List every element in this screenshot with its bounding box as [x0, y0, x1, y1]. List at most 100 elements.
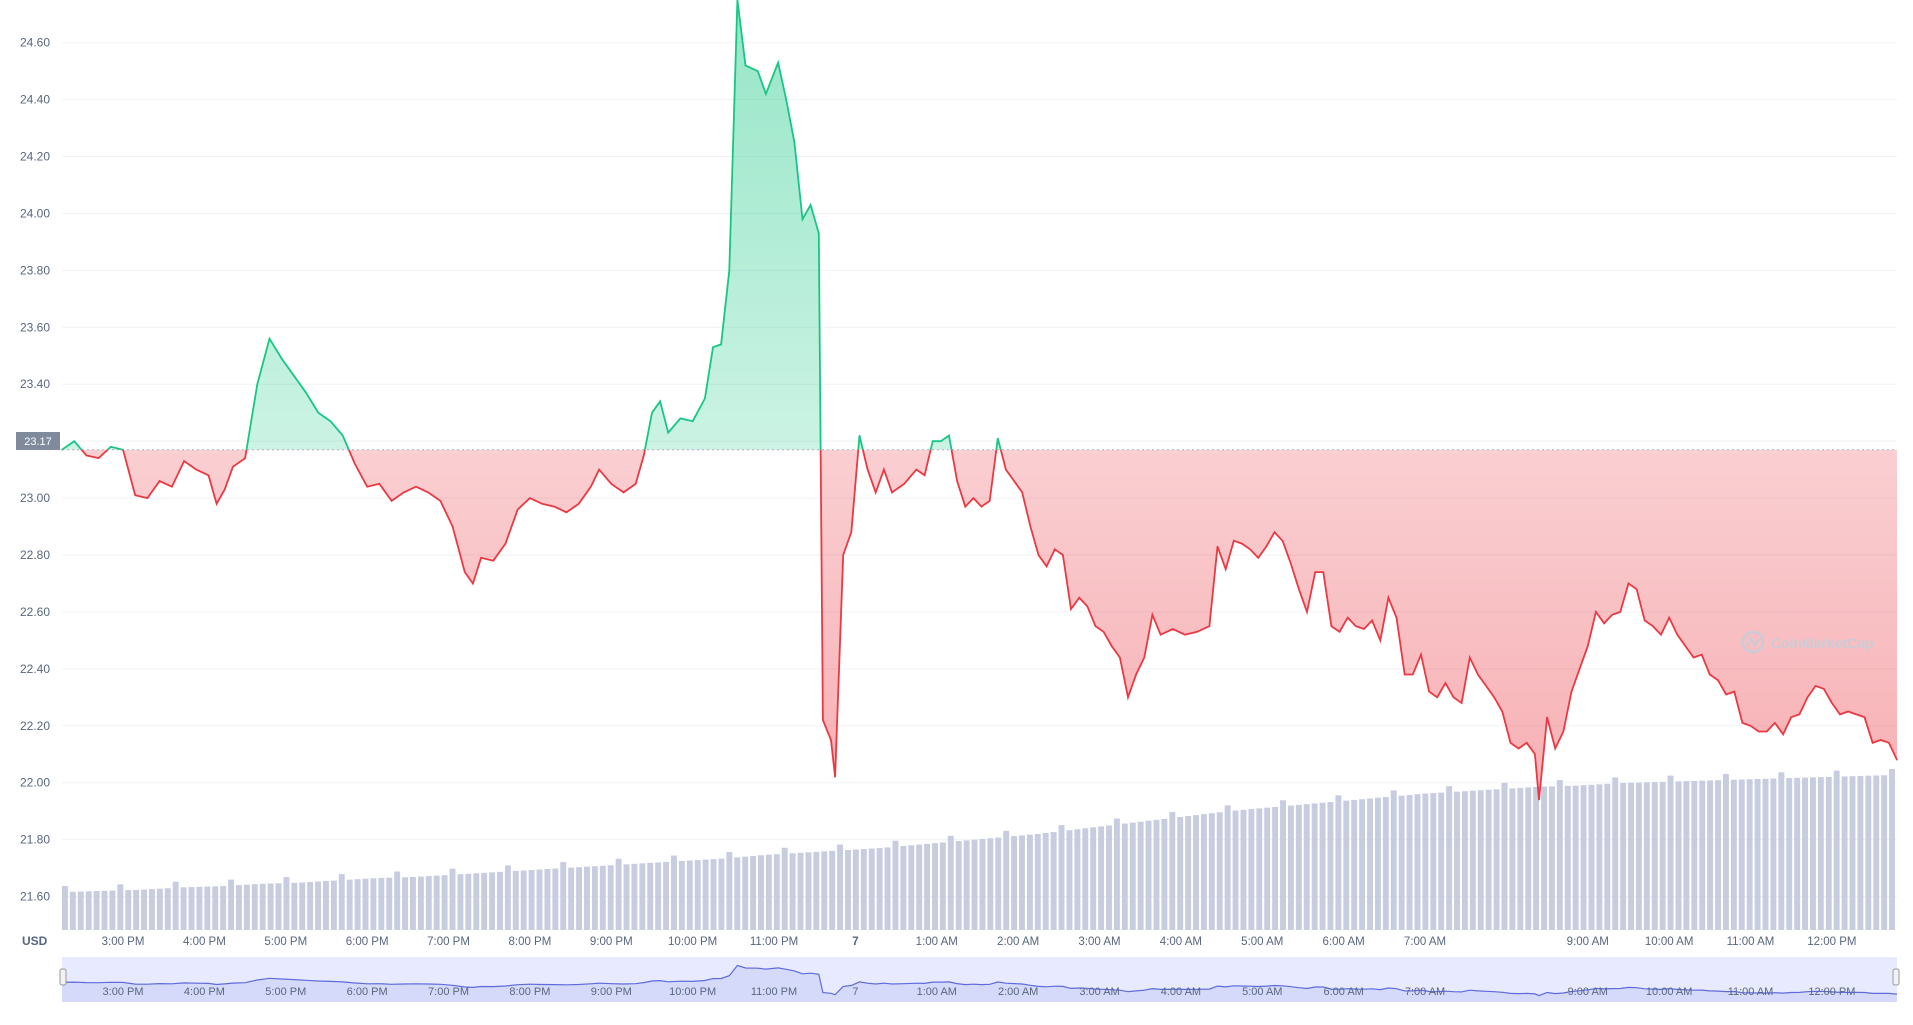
price-point — [1461, 702, 1463, 704]
price-point — [1554, 747, 1556, 750]
x-axis: 3:00 PM 4:00 PM 5:00 PM 6:00 PM 7:00 PM 8:00 … — [102, 936, 1857, 948]
x-tick-label: 2:00 AM — [997, 936, 1039, 948]
volume-bar — [1802, 777, 1808, 930]
price-point — [146, 497, 149, 499]
volume-bar — [69, 891, 76, 930]
coinmarketcap-logo-mark-icon — [1746, 635, 1760, 649]
watermark-text: CoinMarketCap — [1771, 635, 1874, 651]
price-point — [1477, 673, 1479, 676]
volume-bar — [1264, 807, 1271, 930]
x-tick-label: 6:00 AM — [1323, 936, 1365, 948]
price-point — [1420, 654, 1422, 656]
navigator-tick-label: 3:00 AM — [1079, 986, 1119, 998]
navigator-line — [61, 964, 1898, 997]
price-point — [1855, 713, 1857, 715]
volume-bar — [504, 865, 511, 930]
volume-bar — [773, 854, 780, 930]
x-tick-label: 3:00 PM — [102, 936, 145, 948]
navigator-tick-label: 5:00 PM — [265, 986, 306, 998]
price-point — [590, 486, 592, 488]
price-point — [1037, 554, 1040, 556]
price-point — [1758, 730, 1760, 733]
volume-bar — [845, 849, 851, 930]
y-tick-label: 24.40 — [20, 93, 50, 107]
volume-bar — [1019, 835, 1025, 930]
price-point — [777, 62, 779, 64]
volume-bar — [315, 881, 322, 930]
price-point — [366, 486, 368, 488]
volume-bar — [1256, 808, 1263, 930]
volume-bar — [702, 859, 709, 930]
volume-bar — [259, 883, 266, 930]
price-point — [940, 440, 942, 442]
volume-bar — [1074, 829, 1081, 930]
price-point — [1660, 634, 1662, 636]
price-point — [85, 454, 88, 456]
volume-bar — [1643, 782, 1650, 930]
price-point — [415, 486, 417, 488]
price-point — [1644, 619, 1646, 622]
price-point — [964, 506, 966, 508]
volume-bar — [1596, 784, 1603, 930]
volume-bar — [1786, 778, 1793, 930]
price-point — [256, 383, 258, 385]
volume-bar — [125, 890, 132, 930]
navigator[interactable]: 3:00 PM 4:00 PM 5:00 PM 6:00 PM 7:00 PM 8:00 … — [59, 957, 1900, 1002]
price-point — [622, 491, 625, 493]
volume-bar — [639, 863, 646, 930]
price-point — [692, 420, 694, 422]
price-point — [1587, 645, 1589, 647]
x-tick-label: 5:00 PM — [264, 936, 307, 948]
price-point — [244, 457, 246, 459]
price-point — [1749, 725, 1752, 727]
volume-bar — [1208, 813, 1215, 930]
volume-bar — [433, 875, 440, 930]
volume-bar — [1303, 804, 1310, 930]
price-point — [1774, 722, 1776, 724]
price-point — [1733, 691, 1735, 693]
volume-bar — [251, 884, 258, 930]
x-tick-label: 9:00 PM — [590, 936, 633, 948]
navigator-tick-label: 7 — [852, 986, 858, 998]
price-point — [1717, 679, 1719, 681]
price-point — [1306, 611, 1308, 613]
volume-bar — [726, 852, 733, 930]
volume-bar — [1572, 785, 1579, 930]
volume-bar — [1738, 779, 1745, 930]
price-point — [1196, 631, 1198, 633]
volume-bar — [307, 882, 314, 930]
volume-bar — [228, 879, 235, 930]
volume-bar — [1477, 790, 1484, 930]
volume-bar — [765, 854, 772, 930]
volume-bar — [1311, 803, 1318, 930]
volume-bar — [1628, 782, 1634, 930]
volume-bar — [180, 887, 187, 930]
price-point — [390, 500, 393, 502]
price-point — [1070, 608, 1072, 610]
navigator-tick-label: 7:00 PM — [428, 986, 469, 998]
price-point — [1078, 597, 1080, 599]
y-tick-label: 23.60 — [20, 320, 50, 334]
price-point — [492, 560, 494, 562]
navigator-handle[interactable] — [1892, 968, 1900, 986]
price-point — [1546, 716, 1548, 718]
navigator-tick-label: 6:00 PM — [347, 986, 388, 998]
price-point — [98, 457, 100, 459]
volume-bar — [1556, 780, 1563, 930]
price-point — [1709, 673, 1711, 676]
volume-bar — [1216, 812, 1223, 930]
price-point — [1395, 617, 1398, 619]
volume-bar — [813, 851, 820, 930]
volume-bar — [1003, 830, 1010, 930]
volume-bar — [212, 886, 219, 930]
volume-bar — [742, 856, 749, 930]
volume-bar — [1588, 784, 1595, 930]
navigator-tick-label: 4:00 AM — [1161, 986, 1201, 998]
volume-bar — [584, 866, 590, 930]
price-point — [1208, 625, 1210, 627]
coinmarketcap-logo-icon — [1741, 630, 1765, 654]
price-point — [891, 491, 893, 493]
volume-bar — [1746, 779, 1753, 930]
price-point — [1806, 696, 1809, 698]
navigator-handle[interactable] — [59, 968, 67, 986]
